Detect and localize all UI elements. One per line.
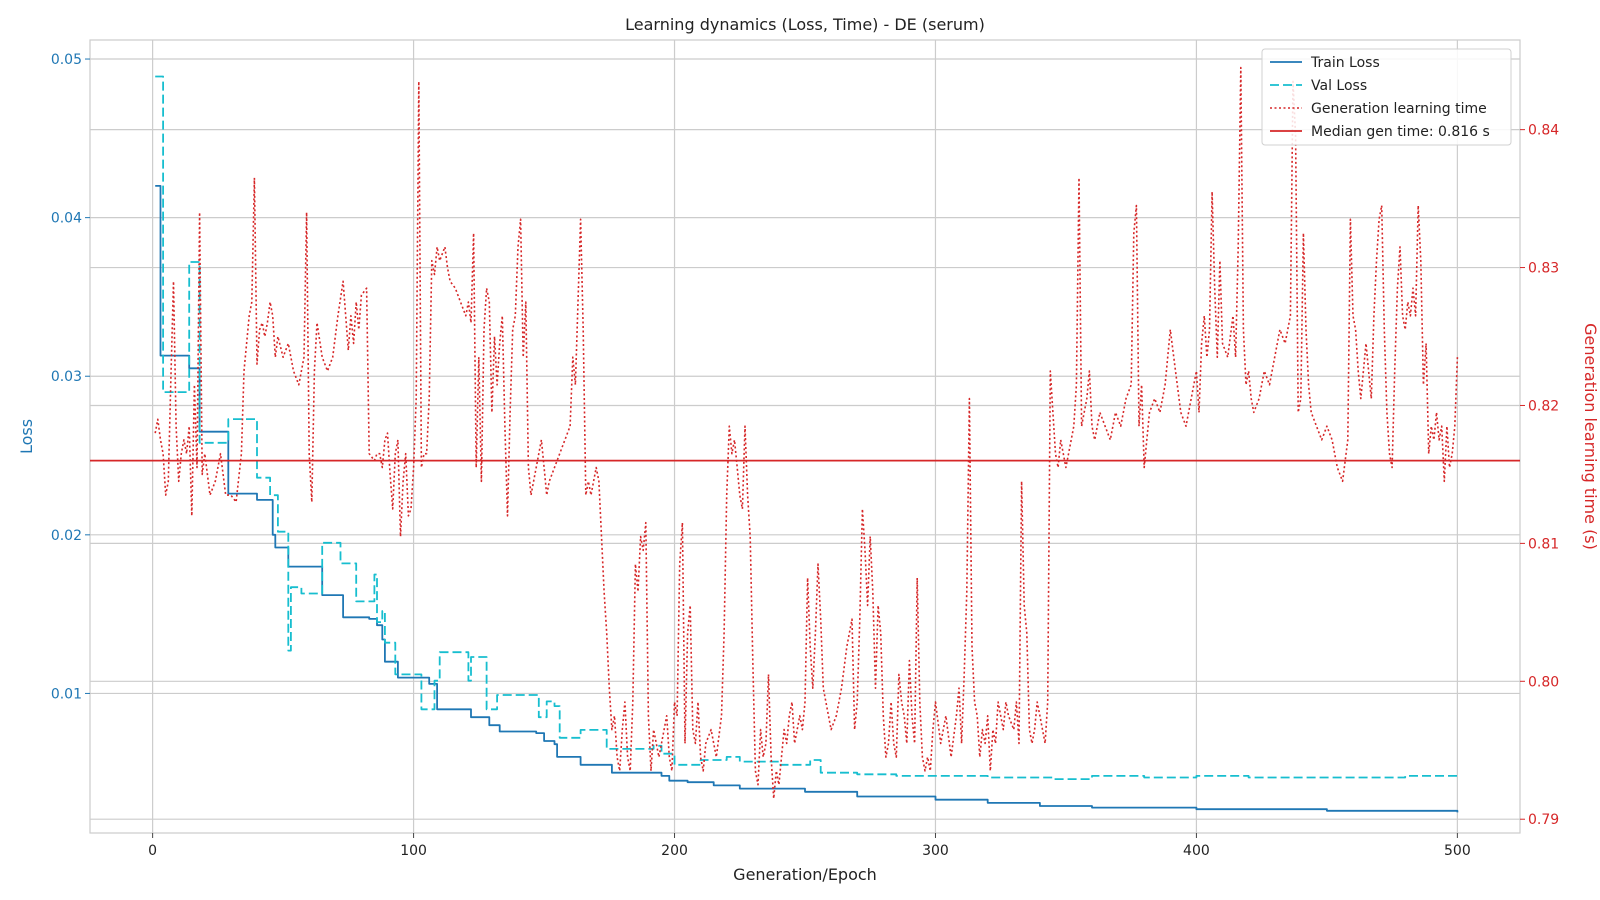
x-tick-label: 0 <box>148 843 157 859</box>
legend-entry: Train Loss <box>1310 55 1380 71</box>
grid-lines <box>89 39 1521 834</box>
y-right-tick-label: 0.79 <box>1528 812 1559 828</box>
y-right-tick-label: 0.81 <box>1528 536 1559 552</box>
axes: 0 100 200 300 400 500 0.01 0.02 0.03 0.04 0.05 0.79… <box>51 52 1559 859</box>
y-right-axis-label: Generation learning time (s) <box>1581 323 1600 550</box>
series-layer <box>90 66 1520 813</box>
y-right-tick-label: 0.83 <box>1528 261 1559 277</box>
chart-title: Learning dynamics (Loss, Time) - DE (ser… <box>625 15 985 34</box>
y-left-tick-label: 0.02 <box>51 528 82 544</box>
legend-entry: Val Loss <box>1311 78 1367 94</box>
y-right-tick-label: 0.80 <box>1528 674 1559 690</box>
x-tick-label: 500 <box>1444 843 1471 859</box>
y-left-tick-label: 0.01 <box>51 686 82 702</box>
train-loss-line <box>155 185 1459 813</box>
y-right-tick-label: 0.82 <box>1528 398 1559 414</box>
val-loss-line <box>155 75 1459 780</box>
y-left-tick-label: 0.05 <box>51 52 82 68</box>
legend-box <box>1261 48 1512 146</box>
x-tick-label: 300 <box>922 843 949 859</box>
legend-entry: Generation learning time <box>1311 101 1487 117</box>
y-left-tick-label: 0.04 <box>51 211 82 227</box>
x-tick-label: 100 <box>400 843 427 859</box>
x-tick-label: 400 <box>1183 843 1210 859</box>
x-tick-label: 200 <box>661 843 688 859</box>
plot-area <box>89 39 1521 834</box>
y-left-axis-label: Loss <box>17 419 36 454</box>
x-axis-label: Generation/Epoch <box>733 865 877 884</box>
generation-learning-time-line <box>154 66 1459 800</box>
legend-entry: Median gen time: 0.816 s <box>1311 124 1490 140</box>
y-right-tick-label: 0.84 <box>1528 123 1559 139</box>
legend: Train Loss Val Loss Generation learning ti… <box>1261 48 1512 146</box>
y-left-tick-label: 0.03 <box>51 369 82 385</box>
